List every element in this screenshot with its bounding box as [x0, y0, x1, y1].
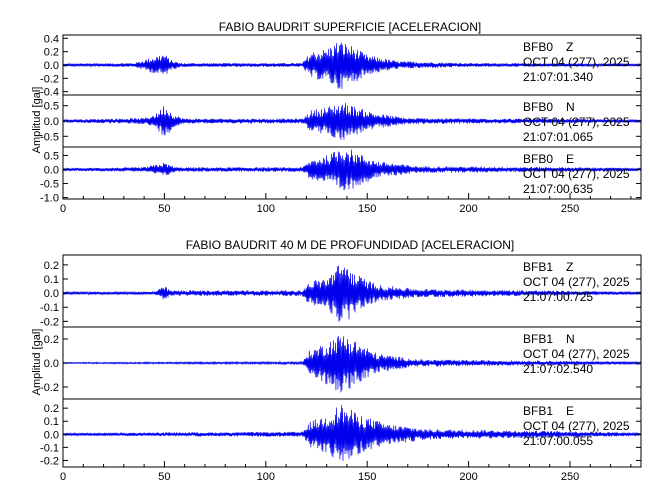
- station-label: BFB0: [523, 40, 553, 54]
- y-tick-label: -0.2: [40, 455, 59, 467]
- figure-title-surface: FABIO BAUDRIT SUPERFICIE [ACELERACION]: [219, 20, 482, 34]
- x-tick-label: 250: [561, 471, 579, 483]
- component-label: Z: [566, 260, 573, 274]
- date-label: OCT 04 (277), 2025: [523, 55, 630, 69]
- y-tick-label: 0.1: [44, 274, 59, 286]
- waveform-1-2: [62, 405, 642, 461]
- station-label: BFB1: [523, 260, 553, 274]
- date-label: OCT 04 (277), 2025: [523, 115, 630, 129]
- y-tick-label: -0.2: [40, 382, 59, 394]
- y-tick-label: 0.2: [44, 260, 59, 272]
- x-tick-label: 50: [158, 203, 170, 215]
- time-label: 21:07:00.725: [523, 290, 593, 304]
- x-tick-label: 0: [60, 471, 66, 483]
- station-label: BFB0: [523, 152, 553, 166]
- waveform-1-0: [62, 265, 642, 322]
- date-label: OCT 04 (277), 2025: [523, 167, 630, 181]
- y-tick-label: 0.0: [44, 60, 59, 72]
- time-label: 21:07:01.340: [523, 70, 593, 84]
- y-tick-label: -0.4: [40, 87, 59, 99]
- y-tick-label: -0.5: [40, 131, 59, 143]
- y-tick-label: 0.0: [44, 164, 59, 176]
- station-label: BFB0: [523, 100, 553, 114]
- y-tick-label: 0.4: [44, 33, 59, 45]
- y-tick-label: 0.5: [44, 101, 59, 113]
- x-tick-label: 100: [257, 203, 275, 215]
- y-tick-label: 0.2: [44, 334, 59, 346]
- waveform-1-1: [62, 335, 642, 393]
- component-label: N: [566, 100, 575, 114]
- y-tick-label: 0.5: [44, 150, 59, 162]
- time-label: 21:07:00.635: [523, 182, 593, 196]
- component-label: E: [566, 152, 574, 166]
- panel-frame: [62, 398, 642, 468]
- y-tick-label: -0.5: [40, 179, 59, 191]
- y-axis-label: Amplitud [gal]: [31, 329, 43, 396]
- y-tick-label: -0.2: [40, 316, 59, 328]
- waveform-0-0: [62, 42, 642, 89]
- y-tick-label: 0.2: [44, 47, 59, 59]
- x-tick-label: 150: [358, 471, 376, 483]
- x-tick-label: 150: [358, 203, 376, 215]
- y-tick-label: 0.2: [44, 403, 59, 415]
- waveform-0-2: [62, 149, 642, 191]
- y-tick-label: 0.1: [44, 416, 59, 428]
- waveform-0-1: [62, 102, 642, 140]
- x-tick-label: 200: [459, 471, 477, 483]
- panel-frame: [62, 146, 642, 200]
- x-tick-label: 200: [459, 203, 477, 215]
- y-tick-label: 0.0: [44, 288, 59, 300]
- y-tick-label: 0.0: [44, 116, 59, 128]
- x-tick-label: 0: [60, 203, 66, 215]
- figure-title-depth: FABIO BAUDRIT 40 M DE PROFUNDIDAD [ACELE…: [186, 238, 515, 252]
- x-tick-label: 250: [561, 203, 579, 215]
- station-label: BFB1: [523, 332, 553, 346]
- y-tick-label: -0.2: [40, 73, 59, 85]
- date-label: OCT 04 (277), 2025: [523, 347, 630, 361]
- y-tick-label: 0.0: [44, 358, 59, 370]
- component-label: E: [566, 404, 574, 418]
- x-tick-label: 50: [158, 471, 170, 483]
- x-tick-label: 100: [257, 471, 275, 483]
- component-label: Z: [566, 40, 573, 54]
- time-label: 21:07:00.055: [523, 434, 593, 448]
- date-label: OCT 04 (277), 2025: [523, 275, 630, 289]
- y-tick-label: -1.0: [40, 193, 59, 205]
- time-label: 21:07:02.540: [523, 362, 593, 376]
- y-tick-label: 0.0: [44, 429, 59, 441]
- station-label: BFB1: [523, 404, 553, 418]
- y-axis-label: Amplitud [gal]: [31, 87, 43, 154]
- y-tick-label: -0.1: [40, 442, 59, 454]
- date-label: OCT 04 (277), 2025: [523, 419, 630, 433]
- time-label: 21:07:01.065: [523, 130, 593, 144]
- component-label: N: [566, 332, 575, 346]
- y-tick-label: -0.1: [40, 302, 59, 314]
